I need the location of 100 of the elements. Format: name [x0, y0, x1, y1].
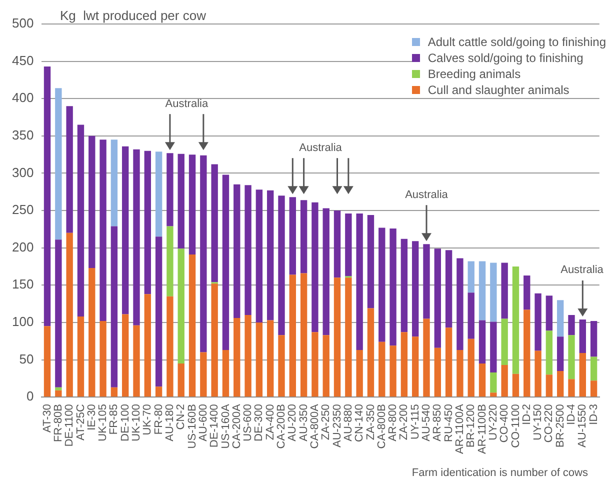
bar: [423, 318, 430, 397]
x-tick-label: FR-85: [108, 404, 120, 435]
bar: [200, 352, 207, 397]
bar: [144, 150, 151, 294]
x-tick-label: BR-2500: [554, 404, 566, 448]
y-tick-label: 200: [12, 239, 34, 254]
bar: [289, 274, 296, 397]
bar: [490, 392, 497, 397]
bar: [312, 202, 318, 332]
bar: [456, 258, 464, 350]
bar: [188, 254, 196, 397]
x-tick-label: CO-220: [543, 404, 556, 443]
bar: [490, 322, 497, 372]
bar: [155, 386, 162, 397]
x-tick-label: AT-30: [41, 404, 54, 433]
x-tick-label: CN-2: [175, 404, 188, 430]
x-tick-label: US-600: [242, 404, 254, 442]
bar: [77, 316, 84, 397]
bar: [345, 278, 352, 397]
bar: [178, 363, 184, 397]
bar: [166, 296, 174, 397]
bar: [144, 294, 151, 397]
bar: [77, 124, 84, 316]
x-tick-label: CA-200A: [230, 403, 243, 449]
bar: [244, 314, 252, 397]
y-tick-label: 450: [12, 52, 34, 68]
bar: [579, 319, 586, 354]
bar: [234, 318, 240, 397]
legend-label: Adult cattle sold/going to finishing: [428, 35, 606, 49]
bar: [312, 332, 318, 397]
bar: [122, 146, 129, 314]
x-tick-label: CN-140: [354, 404, 366, 442]
bar: [579, 353, 586, 397]
x-tick-label: AU-350: [298, 404, 310, 442]
bar: [478, 320, 486, 364]
bar: [534, 293, 542, 351]
x-tick-label: AR-800: [387, 404, 400, 442]
bar: [568, 379, 575, 397]
bar: [178, 248, 184, 364]
bar: [501, 318, 508, 365]
bar: [122, 314, 129, 397]
bar: [546, 296, 553, 331]
x-tick-label: CO-1100: [510, 404, 522, 448]
bar: [434, 348, 441, 397]
bar: [512, 266, 520, 374]
bar: [590, 320, 598, 357]
x-tick-label: UK-100: [130, 404, 143, 442]
bar: [88, 268, 96, 397]
y-tick-label: 350: [12, 128, 34, 142]
y-tick-label: 50: [19, 351, 34, 366]
bar: [133, 325, 140, 397]
bar: [166, 153, 174, 226]
bar: [55, 387, 62, 390]
bar: [234, 184, 240, 318]
x-tick-label: AU-1550: [576, 404, 589, 448]
bar: [55, 390, 62, 397]
bar: [400, 238, 408, 332]
bar: [155, 236, 162, 387]
bar: [178, 154, 184, 249]
bar: [590, 356, 598, 381]
bar: [345, 214, 352, 276]
bar: [334, 278, 341, 397]
bar: [367, 308, 374, 397]
bar: [100, 140, 106, 321]
bar: [278, 335, 285, 397]
bar: [534, 350, 542, 397]
bar: [266, 190, 274, 320]
bar: [100, 320, 106, 397]
bar: [334, 210, 341, 278]
bar: [289, 197, 296, 275]
y-tick-label: 250: [12, 202, 34, 218]
legend-label: Cull and slaughter animals: [428, 83, 570, 97]
bar: [590, 380, 598, 397]
x-tick-label: AU-180: [164, 404, 176, 442]
bar: [55, 240, 62, 388]
bar: [66, 106, 73, 233]
y-tick-label: 500: [12, 16, 34, 31]
bar: [423, 244, 430, 319]
x-tick-label: ZA-250: [320, 404, 332, 440]
bar: [211, 164, 218, 282]
bar: [88, 136, 96, 268]
bar: [468, 292, 474, 339]
bar: [501, 364, 508, 397]
annotation: Australia: [560, 264, 604, 276]
x-tick-label: RU-450: [442, 404, 455, 442]
x-tick-label: FR-80B: [52, 404, 64, 442]
x-tick-label: US-160A: [220, 403, 232, 449]
x-tick-label: AU-540: [420, 404, 433, 442]
x-tick-label: ZA-350: [364, 404, 377, 440]
bar: [434, 248, 441, 348]
bar: [300, 273, 308, 397]
bar: [256, 190, 263, 322]
bar: [524, 275, 530, 310]
bar: [378, 228, 386, 342]
bar: [556, 370, 564, 397]
x-tick-label: CA-800B: [376, 404, 388, 449]
bar: [445, 250, 452, 328]
bar: [490, 262, 497, 322]
x-tick-label: ID-2: [520, 404, 533, 425]
bar: [322, 335, 330, 397]
